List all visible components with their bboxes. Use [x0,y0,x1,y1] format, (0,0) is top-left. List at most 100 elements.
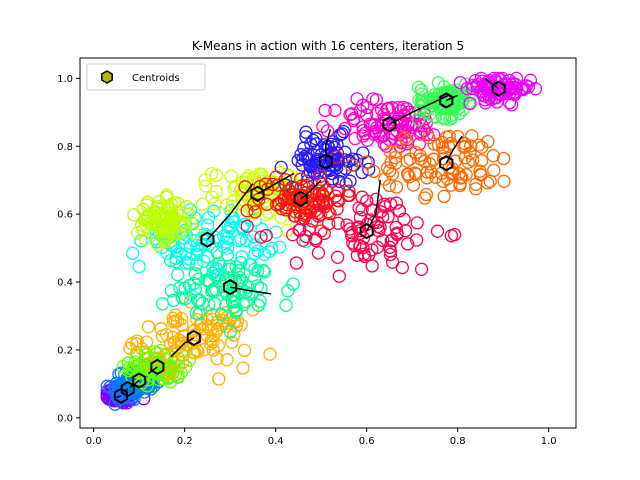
data-point [150,219,164,234]
data-point [481,134,495,149]
data-point [132,259,146,274]
data-point [197,254,211,268]
data-point [178,256,193,270]
data-point [256,263,270,278]
x-tick-label: 0.8 [450,436,466,447]
data-point [285,192,299,206]
data-point [246,230,261,244]
data-point [414,262,429,276]
data-point [380,161,395,175]
data-point [263,347,277,361]
data-point [164,364,178,378]
data-point [297,211,311,225]
data-point [356,129,370,143]
data-point [170,244,184,258]
centroid-2-marker [132,372,147,389]
data-point [141,320,156,334]
x-tick-label: 0.4 [268,436,284,447]
data-point [155,364,169,378]
data-point [353,210,368,225]
data-point [259,228,273,243]
data-point [239,233,253,248]
data-point [151,221,165,235]
y-axis-ticks: 0.0 0.2 0.4 0.6 0.8 1.0 [57,74,80,424]
chart-title: K-Means in action with 16 centers, itera… [192,39,464,53]
data-point [180,199,194,214]
data-point [343,174,357,188]
data-point [293,223,307,237]
data-point [289,256,304,270]
y-tick-label: 0.0 [57,413,73,424]
data-point [192,307,206,321]
data-point [341,188,355,203]
data-point [389,156,403,170]
data-point [164,284,179,298]
data-point [356,241,370,255]
data-point [346,113,360,128]
data-point [331,216,345,230]
y-tick-label: 0.8 [57,142,73,153]
data-point [296,233,310,247]
data-point [181,207,196,221]
data-point [310,166,325,180]
data-point [528,82,543,96]
data-point [251,244,265,258]
data-point [236,361,250,375]
centroid-9-marker [293,190,308,208]
data-point [400,237,415,251]
data-point [294,172,308,186]
data-point [455,93,469,107]
data-point [390,227,404,242]
data-point [517,81,531,96]
data-point [385,101,399,115]
x-axis-ticks: 0.0 0.2 0.4 0.6 0.8 1.0 [86,428,557,447]
data-point [150,200,164,214]
data-point [318,138,332,152]
data-point [400,135,414,149]
data-point [291,153,305,168]
data-point [360,194,374,208]
legend-box [86,63,206,91]
data-point [219,298,233,312]
data-point [206,343,220,357]
data-point [497,151,511,166]
data-point [125,246,140,261]
centroid-11-marker [382,116,397,133]
y-tick-label: 1.0 [57,74,73,85]
legend-entry-centroids: Centroids [132,73,180,84]
data-point [398,224,413,238]
centroid-6-trajectory [206,183,254,241]
data-point [373,130,388,144]
data-point [220,353,234,367]
data-point [168,308,183,322]
data-point [232,270,247,285]
data-point [122,390,136,404]
data-point [392,204,407,218]
centroid-11-trajectory [389,94,449,125]
data-point [248,271,262,285]
data-point [179,247,193,261]
data-point [210,352,224,366]
cluster-12-points [344,129,511,205]
data-point [254,230,268,244]
data-point [139,211,154,225]
data-point [403,152,417,166]
data-point [448,94,462,108]
centroid-14-trajectory [484,77,500,90]
data-point [211,233,226,247]
data-point [248,205,262,219]
data-point [486,149,500,163]
data-point [183,239,197,254]
data-point [208,197,222,211]
centroid-3-marker [150,358,165,376]
data-point [353,104,367,118]
data-point [227,181,241,195]
data-point [256,171,270,185]
data-point [200,329,215,343]
centroid-12-marker [439,155,454,172]
data-point [487,163,501,177]
data-point [240,219,254,233]
data-point [299,234,313,249]
plot-frame [79,57,577,429]
data-point [464,139,478,153]
